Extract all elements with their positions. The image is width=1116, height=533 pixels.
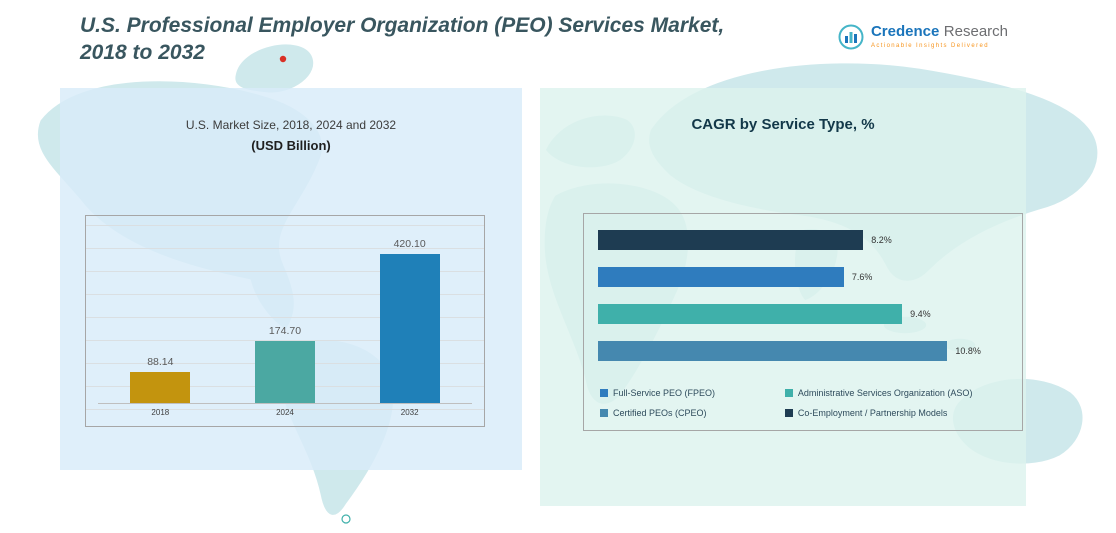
legend-swatch bbox=[600, 389, 608, 397]
bar-category-label: 2018 bbox=[151, 408, 170, 417]
legend-swatch bbox=[784, 389, 793, 397]
logo-brand-name2: Research bbox=[943, 23, 1008, 40]
logo-tagline: Actionable Insights Delivered bbox=[870, 43, 989, 49]
legend-label: Administrative Services Organization (AS… bbox=[797, 388, 973, 398]
market-size-bar-2024: 174.70 2024 bbox=[254, 325, 315, 417]
cagr-value-label: 8.2% bbox=[871, 235, 892, 245]
page-title: U.S. Professional Employer Organization … bbox=[80, 12, 840, 67]
market-size-panel: U.S. Market Size, 2018, 2024 and 2032 (U… bbox=[60, 88, 522, 470]
page-title-line2: 2018 to 2032 bbox=[80, 41, 205, 65]
market-size-chart: 88.14 2018 174.70 2024 420.10 2032 bbox=[85, 215, 485, 427]
cagr-bar bbox=[598, 267, 844, 287]
market-size-bar-2018: 88.14 2018 bbox=[130, 356, 191, 417]
legend-item: Co-Employment / Partnership Models bbox=[784, 408, 1016, 418]
legend-label: Full-Service PEO (FPEO) bbox=[613, 388, 716, 398]
cagr-legend: Full-Service PEO (FPEO) Administrative Se… bbox=[600, 388, 1016, 418]
market-size-unit-label: (USD Billion) bbox=[251, 138, 331, 153]
cagr-panel: CAGR by Service Type, % 8.2% 7.6% 9.4% 10.8… bbox=[540, 88, 1026, 506]
legend-label: Co-Employment / Partnership Models bbox=[797, 408, 948, 418]
bar-category-label: 2024 bbox=[276, 408, 294, 417]
map-red-marker bbox=[279, 55, 287, 63]
market-size-bar-2032: 420.10 2032 bbox=[379, 238, 440, 417]
logo-brand-name: Credence bbox=[870, 23, 940, 40]
credence-research-logo: Credence Research Actionable Insights De… bbox=[838, 24, 1008, 50]
cagr-bar bbox=[598, 230, 864, 250]
cagr-bar bbox=[598, 304, 903, 324]
credence-logo-icon bbox=[838, 24, 864, 50]
cagr-value-label: 10.8% bbox=[955, 346, 981, 356]
bar-category-label: 2032 bbox=[400, 408, 419, 417]
cagr-plot-area: 8.2% 7.6% 9.4% 10.8% bbox=[598, 230, 1014, 378]
cagr-title: CAGR by Service Type, % bbox=[691, 116, 875, 133]
cagr-value-label: 7.6% bbox=[851, 272, 873, 282]
legend-item: Administrative Services Organization (AS… bbox=[784, 388, 1016, 398]
cagr-chart: 8.2% 7.6% 9.4% 10.8% Full-Service PEO (FPEO… bbox=[583, 213, 1023, 431]
legend-swatch bbox=[600, 409, 608, 417]
market-size-plot-area: 88.14 2018 174.70 2024 420.10 2032 bbox=[98, 238, 472, 417]
legend-item: Certified PEOs (CPEO) bbox=[600, 408, 785, 418]
legend-item: Full-Service PEO (FPEO) bbox=[600, 388, 785, 398]
legend-label: Certified PEOs (CPEO) bbox=[613, 408, 707, 418]
credence-logo-text: Credence Research Actionable Insights De… bbox=[871, 24, 1008, 49]
bar-value-label: 420.10 bbox=[393, 237, 426, 250]
cagr-bar-row: 7.6% bbox=[598, 267, 1014, 287]
cagr-value-label: 9.4% bbox=[910, 309, 931, 319]
page-title-line1: U.S. Professional Employer Organization … bbox=[80, 14, 725, 37]
cagr-bar-row: 9.4% bbox=[598, 304, 1014, 324]
market-size-subtitle: U.S. Market Size, 2018, 2024 and 2032 bbox=[185, 118, 397, 132]
bar-value-label: 88.14 bbox=[147, 355, 174, 368]
cagr-bar-row: 10.8% bbox=[598, 341, 1014, 361]
cagr-bar-row: 8.2% bbox=[598, 230, 1014, 250]
cagr-bar bbox=[598, 341, 948, 361]
bar-value-label: 174.70 bbox=[268, 324, 302, 337]
legend-swatch bbox=[784, 409, 793, 417]
